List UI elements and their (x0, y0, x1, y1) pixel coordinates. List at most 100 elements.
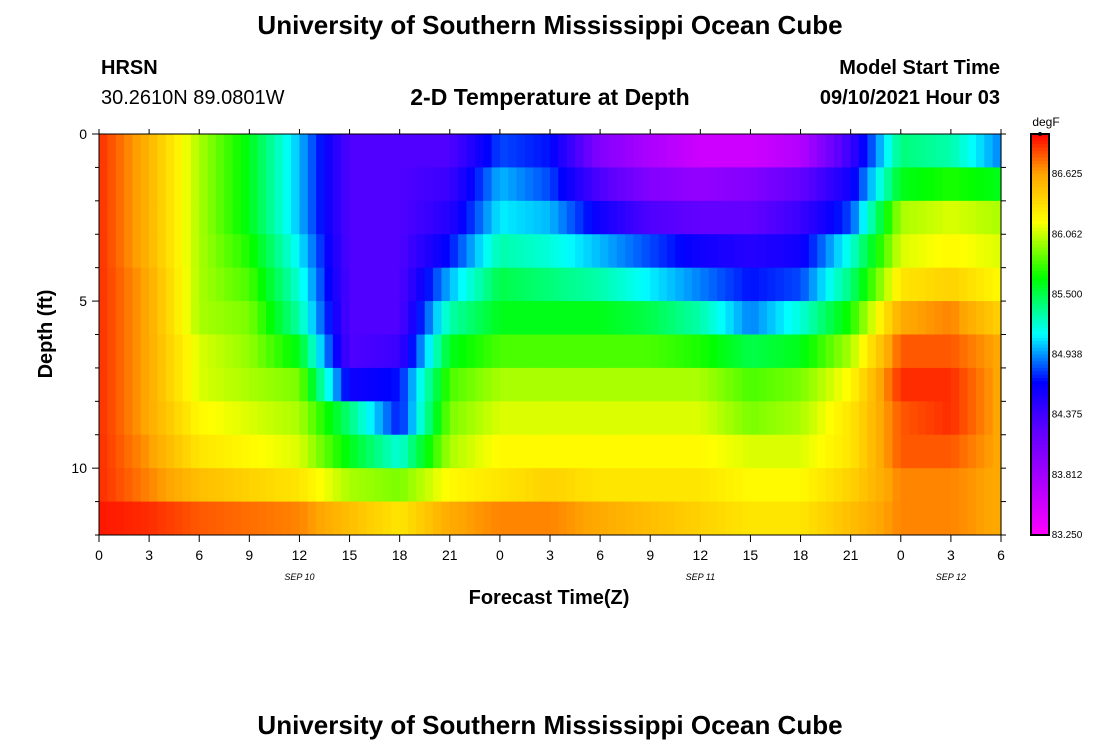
heatmap-cell (742, 468, 752, 502)
heatmap-cell (775, 501, 785, 536)
heatmap-cell (391, 167, 401, 202)
heatmap-cell (107, 301, 117, 335)
date-label: SEP 11 (686, 572, 716, 582)
heatmap-cell (466, 234, 476, 269)
heatmap-cell (349, 434, 359, 469)
heatmap-cell (441, 468, 451, 502)
heatmap-cell (483, 134, 493, 168)
heatmap-cell (508, 401, 518, 436)
colorbar-swatch (1031, 434, 1049, 439)
heatmap-cell (374, 234, 384, 269)
heatmap-cell (458, 367, 468, 402)
heatmap-cell (583, 200, 593, 235)
heatmap-cell (950, 401, 960, 436)
heatmap-cell (449, 401, 459, 436)
heatmap-cell (967, 134, 977, 168)
heatmap-cell (975, 234, 985, 269)
heatmap-cell (625, 134, 635, 168)
heatmap-cell (925, 301, 935, 335)
heatmap-cell (382, 367, 392, 402)
heatmap-cell (424, 434, 434, 469)
heatmap-cell (942, 501, 952, 536)
heatmap-cell (266, 334, 275, 369)
heatmap-cell (399, 134, 409, 168)
heatmap-cell (675, 267, 685, 302)
colorbar-swatch (1031, 267, 1049, 272)
heatmap-cell (717, 134, 726, 168)
heatmap-cell (558, 234, 568, 269)
heatmap-cell (975, 301, 985, 335)
heatmap-cell (132, 468, 142, 502)
heatmap-cell (190, 200, 200, 235)
heatmap-cell (157, 334, 167, 369)
heatmap-cell (391, 501, 401, 536)
heatmap-cell (341, 501, 351, 536)
heatmap-cell (249, 334, 259, 369)
y-tick-label: 5 (79, 293, 87, 309)
heatmap-cell (274, 501, 284, 536)
heatmap-cell (441, 367, 451, 402)
heatmap-cell (499, 234, 509, 269)
heatmap-cell (558, 401, 568, 436)
heatmap-cell (416, 301, 426, 335)
x-tick-label: 6 (596, 547, 604, 563)
heatmap-cell (984, 167, 994, 202)
heatmap-cell (349, 367, 359, 402)
heatmap-cell (424, 301, 434, 335)
heatmap-cell (266, 301, 275, 335)
heatmap-cell (374, 167, 384, 202)
colorbar-swatch (1031, 271, 1049, 275)
heatmap-cell (374, 301, 384, 335)
heatmap-cell (558, 200, 568, 235)
heatmap-cell (341, 234, 351, 269)
heatmap-cell (608, 401, 618, 436)
heatmap-cell (867, 334, 877, 369)
heatmap-cell (424, 468, 434, 502)
heatmap-cell (508, 501, 518, 536)
heatmap-cell (190, 234, 200, 269)
heatmap-cell (884, 334, 894, 369)
heatmap-cell (650, 134, 660, 168)
heatmap-cell (249, 367, 259, 402)
heatmap-cell (182, 401, 192, 436)
heatmap-cell (683, 401, 693, 436)
heatmap-cell (708, 334, 718, 369)
heatmap-cell (215, 167, 225, 202)
heatmap-cell (382, 134, 392, 168)
x-tick-label: 15 (743, 547, 759, 563)
heatmap-cell (575, 200, 585, 235)
heatmap-cell (149, 200, 159, 235)
heatmap-cell (115, 167, 125, 202)
heatmap-cell (474, 267, 484, 302)
heatmap-cell (758, 301, 768, 335)
heatmap-cell (900, 468, 910, 502)
heatmap-cell (524, 501, 534, 536)
heatmap-cell (917, 367, 927, 402)
heatmap-cell (892, 234, 902, 269)
heatmap-cell (909, 267, 919, 302)
heatmap-cell (474, 468, 484, 502)
heatmap-cell (224, 501, 234, 536)
colorbar-swatch (1031, 458, 1049, 462)
heatmap-cell (633, 401, 643, 436)
colorbar-tick-label: 86.062 (1052, 229, 1083, 240)
heatmap-cell (232, 267, 242, 302)
heatmap-cell (324, 367, 334, 402)
heatmap-cell (165, 134, 175, 168)
heatmap-cell (499, 267, 509, 302)
heatmap-cell (307, 200, 317, 235)
heatmap-cell (224, 267, 234, 302)
heatmap-cell (633, 167, 643, 202)
colorbar-swatch (1031, 184, 1049, 188)
heatmap-cell (408, 267, 417, 302)
colorbar-swatch (1031, 514, 1049, 519)
heatmap-cell (408, 134, 417, 168)
heatmap-cell (266, 367, 275, 402)
heatmap-cell (232, 200, 242, 235)
heatmap-cell (408, 334, 417, 369)
heatmap-cell (332, 167, 342, 202)
heatmap-cell (249, 434, 259, 469)
heatmap-cell (132, 200, 142, 235)
heatmap-cell (249, 301, 259, 335)
heatmap-cell (658, 367, 668, 402)
